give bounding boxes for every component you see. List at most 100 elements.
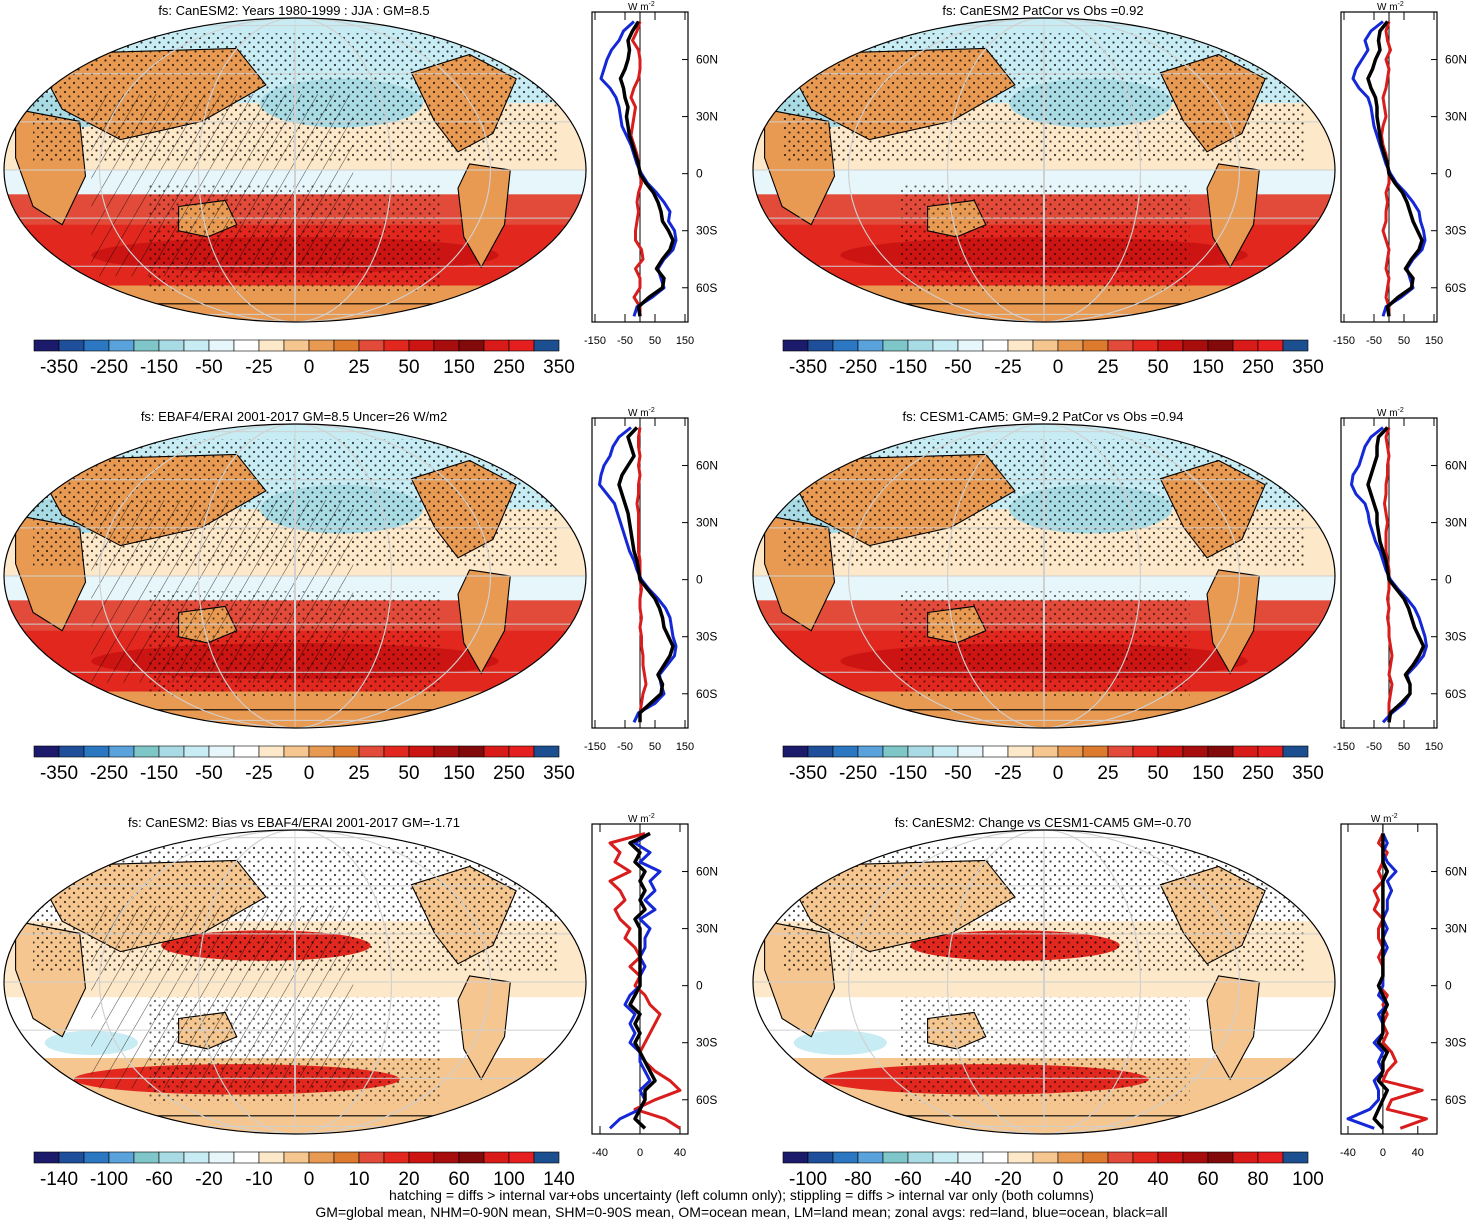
colorbar-cell: [533, 1151, 560, 1164]
colorbar-cell: [308, 745, 335, 758]
colorbar-cell: [283, 1151, 310, 1164]
colorbar-cell: [533, 745, 560, 758]
panel-title: fs: CanESM2: Change vs CESM1-CAM5 GM=-0.…: [895, 815, 1192, 830]
colorbar-cell: [1032, 1151, 1059, 1164]
colorbar-cell: [483, 745, 510, 758]
colorbar-tick-label: 80: [1247, 1169, 1268, 1185]
zonal-frame: [1340, 823, 1438, 1135]
colorbar-tick-label: 0: [304, 1169, 315, 1185]
map-frame: [752, 829, 1336, 1135]
zonal-x-tick-label: -50: [617, 741, 633, 753]
colorbar-cell: [258, 745, 285, 758]
colorbar-cell: [1107, 745, 1134, 758]
panel-title: fs: CanESM2: Years 1980-1999 : JJA : GM=…: [158, 3, 429, 18]
colorbar-tick-label: 60: [448, 1169, 469, 1185]
colorbar-cell: [1132, 745, 1159, 758]
colorbar-cell: [33, 745, 60, 758]
colorbar-cell: [932, 339, 959, 352]
colorbar-cell: [358, 339, 385, 352]
colorbar-tick-label: 20: [1097, 1169, 1118, 1185]
zonal-series-all: [628, 831, 657, 1130]
colorbar-cell: [907, 745, 934, 758]
colorbar-tick-label: -250: [90, 763, 128, 784]
colorbar-cell: [1182, 1151, 1209, 1164]
colorbar-tick-label: 150: [443, 357, 475, 378]
zonal-x-tick-label: -40: [592, 1147, 608, 1159]
panel-2: fs: CanESM2 PatCor vs Obs =0.92-350 -250-…: [752, 1, 1467, 378]
zonal-lat-label: 30N: [696, 922, 718, 936]
zonal-unit-superscript: -2: [1398, 407, 1404, 414]
colorbar-cell: [1282, 1151, 1309, 1164]
colorbar-cell: [832, 339, 859, 352]
colorbar-cell: [508, 745, 535, 758]
panel-4: fs: CESM1-CAM5: GM=9.2 PatCor vs Obs =0.…: [752, 407, 1467, 784]
colorbar-cell: [1257, 745, 1284, 758]
colorbar-cell: [33, 339, 60, 352]
zonal-x-tick-label: 50: [1398, 335, 1410, 347]
zonal-x-tick-label: 40: [674, 1147, 686, 1159]
zonal-lat-label: 30S: [696, 1036, 717, 1050]
graticule-meridian: [848, 424, 1240, 728]
colorbar-cell: [283, 745, 310, 758]
colorbar-tick-label: -140: [40, 1169, 78, 1185]
colorbar-cell: [383, 1151, 410, 1164]
colorbar-cell: [308, 339, 335, 352]
colorbar-cell: [982, 339, 1009, 352]
colorbar-tick-label: 0: [1053, 763, 1064, 784]
colorbar-cell: [533, 339, 560, 352]
colorbar-cell: [233, 1151, 260, 1164]
colorbar-tick-label: 0: [1053, 357, 1064, 378]
colorbar-tick-label: 150: [1192, 763, 1224, 784]
colorbar-tick-label: -25: [245, 763, 272, 784]
colorbar-cell: [782, 1151, 809, 1164]
zonal-lat-label: 0: [1445, 979, 1452, 993]
colorbar-cell: [458, 1151, 485, 1164]
zonal-lat-label: 30S: [1445, 630, 1466, 644]
colorbar-tick-label: -100: [90, 1169, 128, 1185]
colorbar-tick-label: -350: [40, 357, 78, 378]
panel-title: fs: CESM1-CAM5: GM=9.2 PatCor vs Obs =0.…: [902, 409, 1183, 424]
graticule-meridian: [1043, 18, 1045, 322]
colorbar-cell: [483, 1151, 510, 1164]
graticule-meridian: [197, 424, 393, 728]
zonal-series-all: [1366, 426, 1426, 723]
zonal-lat-label: 60S: [696, 281, 717, 295]
colorbar-cell: [1107, 339, 1134, 352]
zonal-unit-label: W m-2: [628, 813, 655, 825]
colorbar-cell: [1082, 339, 1109, 352]
graticule-meridian: [197, 830, 393, 1134]
colorbar-cell: [1257, 339, 1284, 352]
colorbar-cell: [108, 1151, 135, 1164]
colorbar-tick-label: -150: [889, 357, 927, 378]
zonal-x-tick-label: 40: [1412, 1147, 1424, 1159]
colorbar-tick-label: 350: [1292, 357, 1324, 378]
colorbar-tick-label: -20: [195, 1169, 222, 1185]
panel-title: fs: CanESM2 PatCor vs Obs =0.92: [942, 3, 1143, 18]
colorbar-cell: [458, 339, 485, 352]
zonal-x-tick-label: 50: [649, 741, 661, 753]
graticule-meridian: [294, 830, 296, 1134]
colorbar-tick-label: 100: [1292, 1169, 1324, 1185]
zonal-lat-label: 30N: [696, 110, 718, 124]
zonal-x-tick-label: 0: [1380, 1147, 1386, 1159]
map-field: [4, 18, 586, 322]
colorbar-cell: [1207, 339, 1234, 352]
map-field: [4, 424, 586, 728]
colorbar-cell: [133, 1151, 160, 1164]
colorbar-tick-label: 10: [348, 1169, 369, 1185]
map-frame: [752, 423, 1336, 729]
colorbar-tick-label: 25: [1097, 357, 1118, 378]
bias-negative-region: [793, 1030, 887, 1055]
colorbar-cell: [1057, 745, 1084, 758]
zonal-lat-label: 60N: [696, 53, 718, 67]
colorbar-cell: [807, 339, 834, 352]
colorbar-cell: [208, 745, 235, 758]
colorbar-cell: [782, 339, 809, 352]
colorbar-cell: [83, 339, 110, 352]
zonal-lat-label: 60S: [1445, 687, 1466, 701]
colorbar-cell: [1057, 1151, 1084, 1164]
colorbar-tick-label: 25: [348, 357, 369, 378]
map-field: [753, 424, 1335, 728]
map-field: [753, 830, 1335, 1134]
colorbar-cell: [208, 339, 235, 352]
